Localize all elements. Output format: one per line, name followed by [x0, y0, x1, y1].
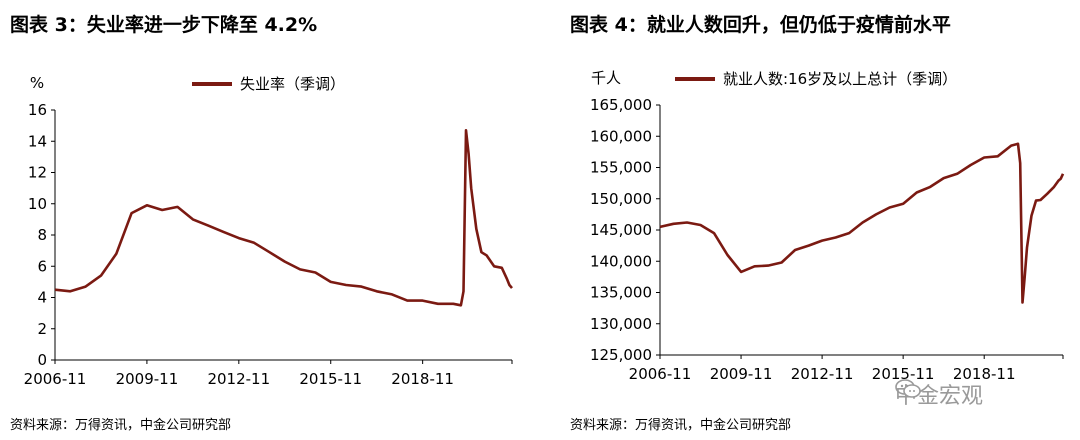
x-tick-label: 2009-11 — [116, 370, 179, 388]
x-tick-label: 2006-11 — [24, 370, 87, 388]
y-tick-label: 150,000 — [590, 190, 652, 208]
chart-panel-employment: 图表 4：就业人数回升，但仍低于疫情前水平 125,000 130,000 135,… — [540, 0, 1080, 440]
y-tick-label: 4 — [37, 289, 47, 307]
legend-label: 就业人数:16岁及以上总计（季调） — [723, 70, 957, 88]
series-line — [659, 142, 1065, 304]
x-tick-label: 2018-11 — [953, 365, 1016, 383]
y-tick-label: 2 — [37, 320, 47, 338]
y-tick-label: 135,000 — [590, 284, 652, 302]
x-tick-label: 2018-11 — [391, 370, 454, 388]
y-tick-label: 14 — [28, 132, 47, 150]
x-tick-label: 2012-11 — [207, 370, 270, 388]
y-tick-label: 130,000 — [590, 315, 652, 333]
chart-title: 图表 3：失业率进一步下降至 4.2% — [10, 14, 318, 36]
employment-chart: 125,000 130,000 135,000 140,000 145,000 150,0… — [590, 69, 1065, 383]
y-tick-label: 8 — [37, 226, 47, 244]
y-tick-label: 125,000 — [590, 346, 652, 364]
chart-title: 图表 4：就业人数回升，但仍低于疫情前水平 — [570, 14, 951, 36]
y-tick-label: 12 — [28, 164, 47, 182]
chat-bubbles-icon — [895, 379, 921, 398]
watermark: 中金宏观 — [895, 378, 983, 410]
y-tick-label: 160,000 — [590, 127, 652, 145]
y-tick-label: 145,000 — [590, 221, 652, 239]
x-tick-label: 2015-11 — [872, 365, 935, 383]
legend-label: 失业率（季调） — [240, 75, 345, 93]
x-tick-label: 2006-11 — [629, 365, 692, 383]
source-note: 资料来源：万得资讯，中金公司研究部 — [10, 418, 232, 433]
x-tick-label: 2009-11 — [710, 365, 773, 383]
y-unit-label: % — [30, 74, 44, 92]
source-note: 资料来源：万得资讯，中金公司研究部 — [570, 418, 792, 433]
series-line — [54, 129, 513, 307]
x-tick-label: 2012-11 — [791, 365, 854, 383]
y-tick-label: 10 — [28, 195, 47, 213]
y-tick-label: 0 — [37, 351, 47, 369]
chart-panel-unemployment: 图表 3：失业率进一步下降至 4.2% 0 2 4 6 8 10 12 14 16 2006-11… — [10, 14, 513, 433]
y-tick-label: 165,000 — [590, 96, 652, 114]
y-tick-label: 16 — [28, 101, 47, 119]
unemployment-chart: 0 2 4 6 8 10 12 14 16 2006-11 2009-11 2012-11 2015-1… — [24, 74, 513, 388]
y-tick-label: 155,000 — [590, 159, 652, 177]
y-tick-label: 140,000 — [590, 252, 652, 270]
x-tick-label: 2015-11 — [299, 370, 362, 388]
y-unit-label: 千人 — [591, 69, 621, 87]
y-tick-label: 6 — [37, 257, 47, 275]
